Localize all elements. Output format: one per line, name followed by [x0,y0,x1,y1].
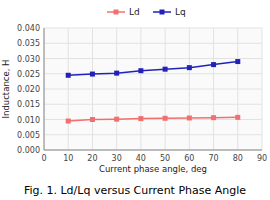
series-marker [66,119,71,124]
y-tick-label: 0.005 [17,131,40,140]
y-tick-label: 0.030 [17,55,40,64]
x-grid-line [44,28,45,150]
y-axis [44,28,45,150]
x-grid-line [68,28,69,150]
series-marker [187,115,192,120]
legend-label: Ld [129,7,140,17]
x-axis [44,150,262,151]
series-marker [114,117,119,122]
y-axis-label: Inductance, H [1,60,11,119]
legend-label: Lq [175,7,186,17]
series-marker [90,117,95,122]
x-grid-line [213,28,214,150]
series-marker [90,72,95,77]
x-tick-label: 60 [184,154,194,163]
y-grid-line [44,89,262,90]
x-grid-line [116,28,117,150]
data-group [66,59,241,123]
series-marker [163,67,168,72]
y-grid-line [44,58,262,59]
y-grid-line [44,134,262,135]
series-marker [138,68,143,73]
series-marker [235,115,240,120]
title: Fig. 1. Ld/Lq versus Current Phase Angle [24,184,246,197]
y-grid-line [44,28,262,29]
y-grid-line [44,104,262,105]
series-marker [211,115,216,120]
x-grid-line [140,28,141,150]
chart: 0.000 0.005 0.010 0.015 0.020 0.025 0.030 0.035… [0,0,270,200]
x-tick-label: 10 [63,154,73,163]
x-tick-label: 0 [41,154,46,163]
y-tick-label: 0.040 [17,24,40,33]
series-marker [66,73,71,78]
series-marker [138,116,143,121]
y-tick-label: 0.020 [17,85,40,94]
plot-area [44,28,262,150]
series-marker [211,62,216,67]
legend-marker [160,10,165,15]
x-grid-line [165,28,166,150]
x-grid-line [189,28,190,150]
x-tick-label: 20 [87,154,97,163]
x-tick-label: 50 [160,154,170,163]
x-tick-label: 40 [136,154,146,163]
legend: Ld Lq [107,7,186,17]
series-marker [187,65,192,70]
y-tick-label: 0.000 [17,146,40,155]
y-tick-label: 0.015 [17,100,40,109]
y-grid-line [44,150,262,151]
x-tick-label: 90 [257,154,267,163]
x-tick-label: 30 [112,154,122,163]
y-tick-label: 0.010 [17,116,40,125]
x-grid-line [92,28,93,150]
x-tick-label: 70 [208,154,218,163]
legend-marker [114,10,119,15]
series-marker [114,71,119,76]
x-tick-label: 80 [233,154,243,163]
x-grid-line [262,28,263,150]
y-tick-label: 0.035 [17,39,40,48]
series-marker [163,116,168,121]
series-marker [235,59,240,64]
x-grid-line [237,28,238,150]
y-grid-line [44,43,262,44]
grid [44,28,262,150]
y-tick-label: 0.025 [17,70,40,79]
x-axis-label: Current phase angle, deg [99,164,207,174]
